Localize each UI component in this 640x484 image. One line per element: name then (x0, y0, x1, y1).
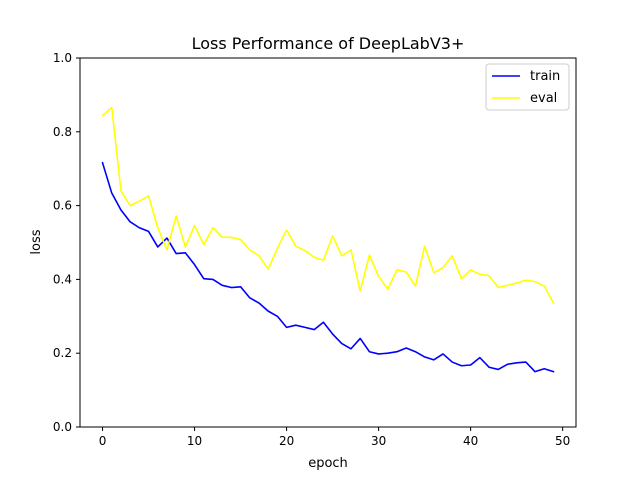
y-axis-label: loss (29, 229, 44, 254)
series-line-train (101, 161, 555, 373)
x-axis-label: epoch (308, 456, 348, 471)
legend-label-eval: eval (530, 91, 557, 106)
y-tick-label: 0.4 (53, 272, 72, 286)
legend-label-train: train (530, 69, 560, 84)
y-tick-label: 0.8 (53, 125, 72, 139)
y-tick-label: 0.0 (53, 420, 72, 434)
plot-area: 0 10 20 30 40 50 0.0 0.2 0.4 0.6 0.8 1.0 (53, 51, 577, 448)
chart-title: Loss Performance of DeepLabV3+ (192, 34, 465, 53)
axes-frame (79, 57, 577, 428)
y-tick-label: 0.2 (53, 346, 72, 360)
x-tick-label: 30 (371, 434, 386, 448)
y-tick-label: 1.0 (53, 51, 72, 65)
x-tick-label: 0 (99, 434, 107, 448)
x-tick-label: 50 (555, 434, 570, 448)
x-tick-label: 40 (463, 434, 478, 448)
x-tick-label: 20 (279, 434, 294, 448)
legend: train eval (485, 63, 570, 111)
y-tick-label: 0.6 (53, 199, 72, 213)
series-line-eval (101, 106, 555, 305)
x-tick-label: 10 (187, 434, 202, 448)
